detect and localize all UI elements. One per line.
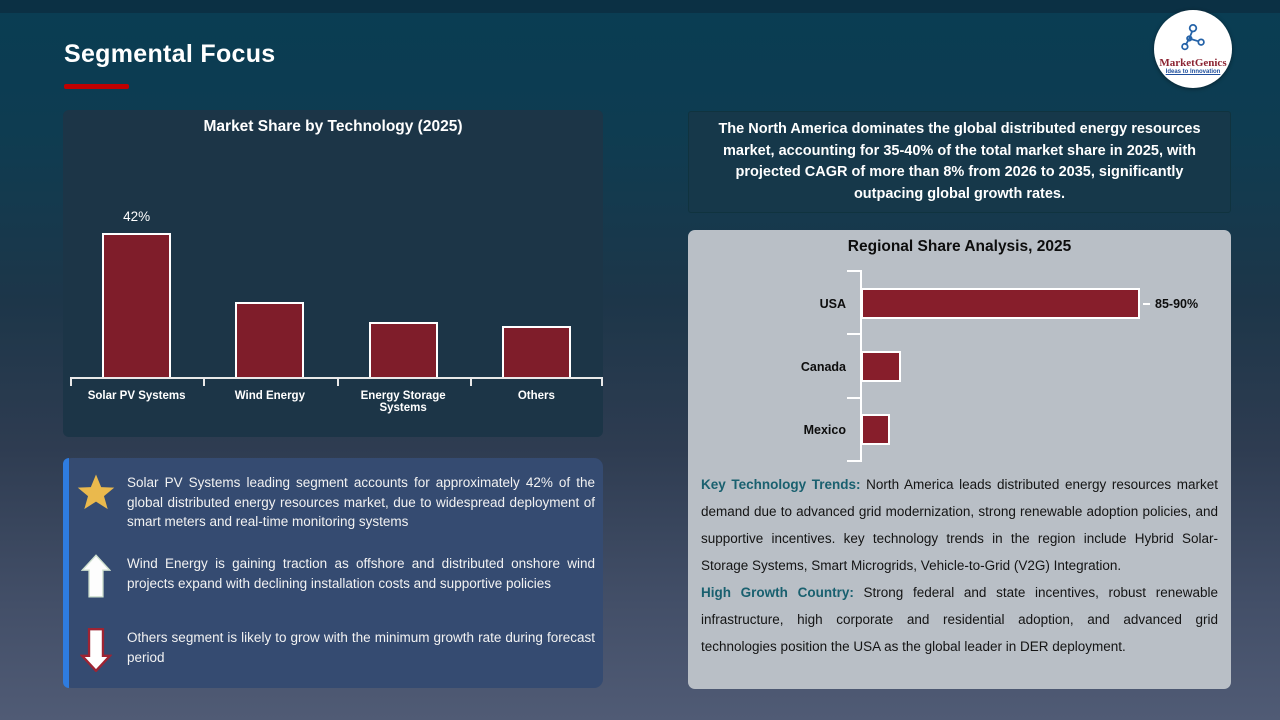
insight-row-others: Others segment is likely to grow with th… — [77, 628, 595, 672]
regional-chart-title: Regional Share Analysis, 2025 — [847, 238, 1072, 255]
axis-tick — [847, 333, 861, 335]
leader-dash — [1143, 302, 1150, 305]
bar — [235, 302, 305, 377]
x-axis-label: Energy Storage Systems — [360, 390, 446, 414]
marketgenics-logo: MarketGenics Ideas to Innovation — [1154, 10, 1232, 88]
bar-column — [470, 110, 603, 377]
tech-chart-x-axis — [70, 377, 603, 386]
logo-tagline: Ideas to Innovation — [1165, 69, 1221, 75]
bar-column: 42% — [70, 110, 203, 377]
axis-tick — [470, 377, 472, 386]
insights-box: Solar PV Systems leading segment account… — [63, 458, 603, 688]
bar — [102, 233, 172, 377]
top-strip — [0, 0, 1280, 13]
bar — [861, 288, 1140, 319]
north-america-summary-box: The North America dominates the global d… — [688, 111, 1231, 213]
molecule-icon — [1178, 23, 1208, 56]
bar — [861, 414, 890, 445]
tech-chart-bars: 42% — [70, 110, 603, 377]
axis-tick — [337, 377, 339, 386]
title-underline — [64, 84, 129, 89]
bar-column — [337, 110, 470, 377]
key-technology-trends-label: Key Technology Trends: — [701, 477, 861, 492]
high-growth-country-label: High Growth Country: — [701, 585, 854, 600]
bar — [368, 322, 438, 377]
axis-tick — [847, 270, 861, 272]
north-america-summary-text: The North America dominates the global d… — [718, 121, 1201, 202]
axis-tick — [70, 377, 72, 386]
bar — [861, 351, 901, 382]
bar-value-label: 42% — [123, 209, 151, 224]
x-axis-label: Others — [517, 390, 555, 402]
insights-accent-bar — [63, 458, 69, 688]
insight-text-others: Others segment is likely to grow with th… — [127, 630, 595, 665]
category-label: Canada — [800, 359, 846, 374]
bar-row: Mexico — [688, 414, 1221, 445]
tech-chart-panel: Market Share by Technology (2025) 42% So… — [63, 110, 603, 437]
axis-tick — [601, 377, 603, 386]
bar-row: USA 85-90% — [688, 288, 1221, 319]
axis-tick — [847, 460, 861, 462]
arrow-up-icon — [77, 554, 115, 598]
bar-column — [203, 110, 336, 377]
category-label: USA — [819, 296, 846, 311]
logo-name: MarketGenics — [1159, 57, 1227, 69]
insight-text-wind: Wind Energy is gaining traction as offsh… — [127, 556, 595, 591]
key-technology-trends-paragraph: Key Technology Trends: North America lea… — [701, 471, 1218, 579]
high-growth-country-body: Strong federal and state incentives, rob… — [701, 585, 1218, 654]
x-axis-label: Wind Energy — [234, 390, 305, 402]
axis-tick — [203, 377, 205, 386]
arrow-down-icon — [77, 628, 115, 672]
x-axis-label: Solar PV Systems — [87, 390, 186, 402]
tech-chart-title: Market Share by Technology (2025) — [203, 118, 463, 135]
bar-value-label: 85-90% — [1155, 296, 1199, 311]
bar — [501, 326, 571, 377]
page-title: Segmental Focus — [64, 40, 276, 68]
regional-text-block: Key Technology Trends: North America lea… — [701, 471, 1218, 660]
tech-chart-xlabels: Solar PV Systems Wind Energy Energy Storag… — [70, 390, 603, 414]
regional-chart-area: USA 85-90% Canada Mexico — [688, 230, 1231, 470]
key-technology-trends-body: North America leads distributed energy r… — [701, 477, 1218, 573]
insight-row-wind: Wind Energy is gaining traction as offsh… — [77, 554, 595, 598]
insight-row-solar: Solar PV Systems leading segment account… — [77, 473, 595, 532]
category-label: Mexico — [803, 422, 846, 437]
axis-tick — [847, 397, 861, 399]
bar-row: Canada — [688, 351, 1221, 382]
regional-panel: Regional Share Analysis, 2025 USA 85-90% C… — [688, 230, 1231, 689]
high-growth-country-paragraph: High Growth Country: Strong federal and … — [701, 579, 1218, 660]
insight-text-solar: Solar PV Systems leading segment account… — [127, 475, 595, 529]
star-icon — [77, 473, 115, 511]
